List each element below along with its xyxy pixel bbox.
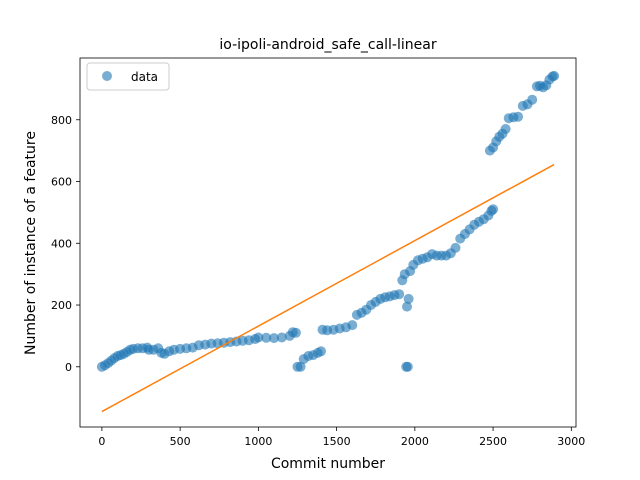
data-point — [403, 293, 414, 304]
data-point — [253, 332, 264, 343]
data-point — [450, 242, 461, 253]
data-point — [527, 94, 538, 105]
x-tick-label: 1000 — [244, 435, 272, 448]
y-axis-ticks: 0 200 400 600 800 — [51, 114, 80, 374]
chart-title: io-ipoli-android_safe_call-linear — [219, 37, 436, 53]
data-point — [402, 301, 412, 312]
data-point — [261, 332, 272, 343]
legend: data — [86, 62, 170, 91]
data-point — [295, 361, 306, 372]
y-axis-label: Number of instance of a feature — [23, 131, 39, 355]
data-point — [549, 70, 560, 81]
x-tick-label: 3000 — [557, 435, 585, 448]
data-point — [402, 361, 413, 372]
x-tick-label: 1500 — [323, 435, 351, 448]
fit-line-layer — [101, 163, 555, 413]
data-point — [347, 320, 358, 331]
legend-label-data: data — [131, 70, 158, 84]
fit-line — [101, 163, 555, 413]
y-tick-label: 200 — [51, 299, 72, 312]
x-tick-label: 2000 — [401, 435, 429, 448]
axes-frame — [79, 57, 577, 428]
x-tick-label: 500 — [170, 435, 191, 448]
y-tick-label: 0 — [65, 361, 72, 374]
legend-box — [86, 62, 170, 91]
data-point — [290, 327, 301, 338]
legend-marker-data — [102, 71, 112, 81]
data-point — [488, 204, 499, 215]
x-tick-label: 0 — [98, 435, 105, 448]
y-tick-label: 400 — [51, 237, 72, 250]
x-axis-label: Commit number — [271, 456, 385, 472]
x-tick-label: 2500 — [479, 435, 507, 448]
data-point — [500, 124, 511, 134]
data-point — [394, 289, 405, 300]
y-tick-label: 800 — [51, 114, 72, 127]
data-points — [96, 70, 560, 372]
data-point — [316, 346, 326, 357]
data-point — [269, 333, 279, 344]
x-axis-ticks: 0 500 1000 1500 2000 2500 3000 — [98, 427, 585, 448]
y-tick-label: 600 — [51, 176, 72, 189]
data-point — [513, 111, 524, 122]
data-point — [276, 332, 287, 343]
